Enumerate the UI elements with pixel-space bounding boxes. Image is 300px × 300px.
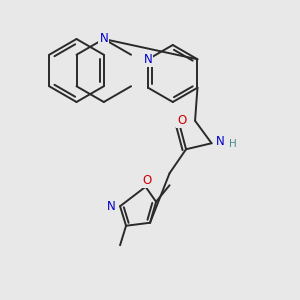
Text: O: O	[142, 174, 152, 187]
Text: H: H	[229, 139, 237, 149]
Text: N: N	[216, 135, 224, 148]
Text: N: N	[144, 53, 152, 66]
Text: N: N	[99, 32, 108, 46]
Text: O: O	[177, 114, 186, 127]
Text: N: N	[107, 200, 116, 213]
